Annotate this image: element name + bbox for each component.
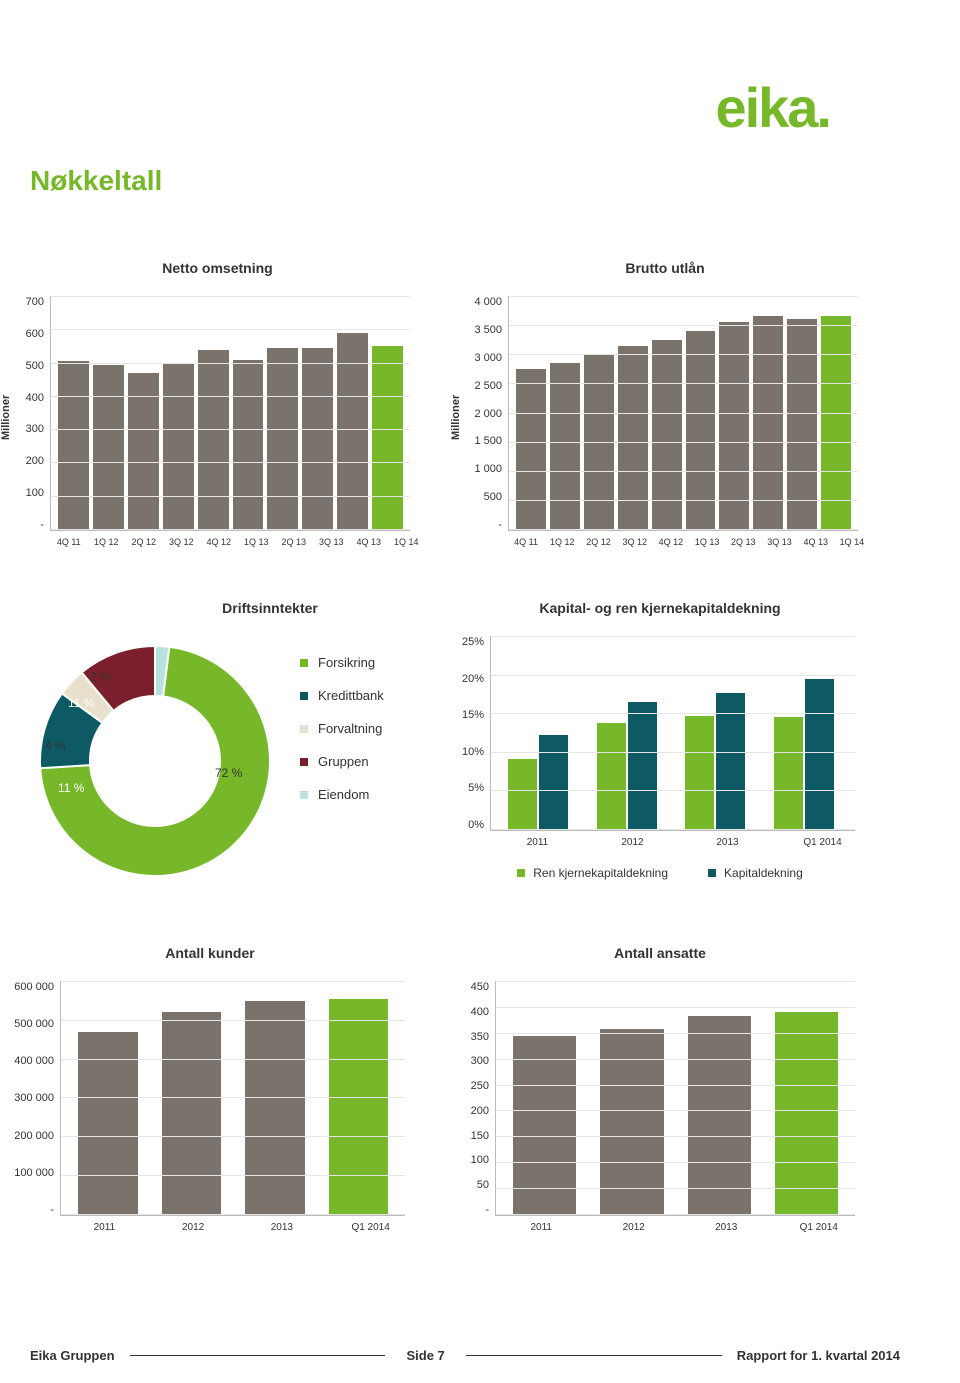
legend-item: Kredittbank	[300, 688, 384, 703]
bar	[787, 319, 817, 530]
plot-area	[495, 981, 855, 1216]
bar	[753, 316, 783, 530]
legend-item: Kapitaldekning	[708, 866, 803, 880]
chart-netto-omsetning: Netto omsetning Millioner 70060050040030…	[10, 260, 425, 547]
bar	[628, 702, 657, 830]
y-axis: 25%20%15%10%5%0%	[450, 636, 490, 831]
bar	[774, 717, 803, 830]
bar	[805, 679, 834, 830]
chart-driftsinntekter: Driftsinntekter 72 % 11 % 4 % 11 % 2 % F…	[30, 600, 430, 886]
bar	[58, 361, 89, 530]
plot-area	[490, 636, 855, 831]
bar	[719, 322, 749, 530]
page-title: Nøkkeltall	[30, 165, 162, 197]
plot-area	[60, 981, 405, 1216]
chart-brutto-utlan: Brutto utlån Millioner 4 0003 5003 0002 …	[460, 260, 870, 547]
bar	[78, 1032, 138, 1215]
bar	[302, 348, 333, 530]
x-axis: 201120122013Q1 2014	[60, 1222, 415, 1233]
legend: Forsikring Kredittbank Forvaltning Gruppen E…	[300, 655, 384, 820]
bar	[233, 360, 264, 530]
x-axis: 201120122013Q1 2014	[495, 1222, 865, 1233]
bar	[584, 355, 614, 531]
bar	[600, 1029, 663, 1215]
bar	[688, 1016, 751, 1215]
bar	[539, 735, 568, 830]
bar	[329, 999, 389, 1215]
chart-title: Brutto utlån	[460, 260, 870, 276]
slice-label: 11 %	[58, 781, 84, 795]
bar	[686, 331, 716, 530]
legend-item: Eiendom	[300, 787, 384, 802]
bar	[163, 363, 194, 530]
donut: 72 % 11 % 4 % 11 % 2 %	[30, 636, 280, 886]
y-axis: 45040035030025020015010050-	[455, 981, 495, 1216]
bar	[685, 716, 714, 830]
chart-title: Netto omsetning	[10, 260, 425, 276]
bar	[267, 348, 298, 530]
brand-logo: eika.	[715, 75, 830, 140]
bar	[652, 340, 682, 530]
plot-area	[50, 296, 410, 531]
footer-left: Eika Gruppen	[30, 1348, 115, 1363]
chart-title: Kapital- og ren kjernekapitaldekning	[450, 600, 870, 616]
legend-item: Forvaltning	[300, 721, 384, 736]
chart-kapitaldekning: Kapital- og ren kjernekapitaldekning 25%…	[450, 600, 870, 880]
page-footer: Eika Gruppen Side 7 Rapport for 1. kvart…	[30, 1348, 900, 1363]
plot-area	[508, 296, 858, 531]
bar	[775, 1012, 838, 1215]
footer-divider	[466, 1355, 722, 1356]
slice-label: 4 %	[45, 739, 66, 753]
slice-label: 72 %	[215, 766, 242, 780]
x-axis: 4Q 111Q 122Q 123Q 124Q 121Q 132Q 133Q 13…	[50, 537, 425, 547]
y-axis: 700600500400300200100-	[10, 296, 50, 531]
bar	[516, 369, 546, 530]
footer-right: Rapport for 1. kvartal 2014	[737, 1348, 900, 1363]
x-axis: 201120122013Q1 2014	[490, 837, 870, 848]
legend-item: Ren kjernekapitaldekning	[517, 866, 668, 880]
slice-label: 2 %	[90, 670, 111, 684]
chart-title: Driftsinntekter	[110, 600, 430, 616]
slice-label: 11 %	[68, 696, 94, 710]
footer-center: Side 7	[400, 1348, 450, 1363]
bar	[372, 346, 403, 530]
chart-title: Antall kunder	[5, 945, 415, 961]
legend-item: Forsikring	[300, 655, 384, 670]
y-axis: 4 0003 5003 0002 5002 0001 5001 000500-	[460, 296, 508, 531]
bar	[821, 316, 851, 530]
bar	[245, 1001, 305, 1216]
bar	[597, 723, 626, 830]
x-axis: 4Q 111Q 122Q 123Q 124Q 121Q 132Q 133Q 13…	[508, 537, 870, 547]
bar	[716, 693, 745, 830]
y-axis: 600 000500 000400 000300 000200 000100 0…	[5, 981, 60, 1216]
legend: Ren kjernekapitaldekning Kapitaldekning	[450, 866, 870, 880]
bar	[93, 365, 124, 530]
bar	[508, 759, 537, 830]
bar	[128, 373, 159, 530]
bar	[618, 346, 648, 530]
footer-divider	[130, 1355, 386, 1356]
bar	[162, 1012, 222, 1215]
bar	[550, 363, 580, 530]
bar	[198, 350, 229, 531]
chart-title: Antall ansatte	[455, 945, 865, 961]
chart-antall-kunder: Antall kunder 600 000500 000400 000300 0…	[5, 945, 415, 1233]
chart-antall-ansatte: Antall ansatte 4504003503002502001501005…	[455, 945, 865, 1233]
legend-item: Gruppen	[300, 754, 384, 769]
bar	[337, 333, 368, 530]
bar	[513, 1036, 576, 1215]
